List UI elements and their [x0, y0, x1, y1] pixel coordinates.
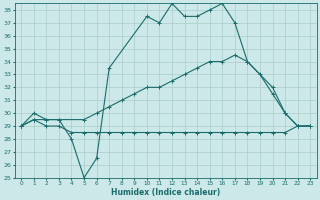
- X-axis label: Humidex (Indice chaleur): Humidex (Indice chaleur): [111, 188, 220, 197]
